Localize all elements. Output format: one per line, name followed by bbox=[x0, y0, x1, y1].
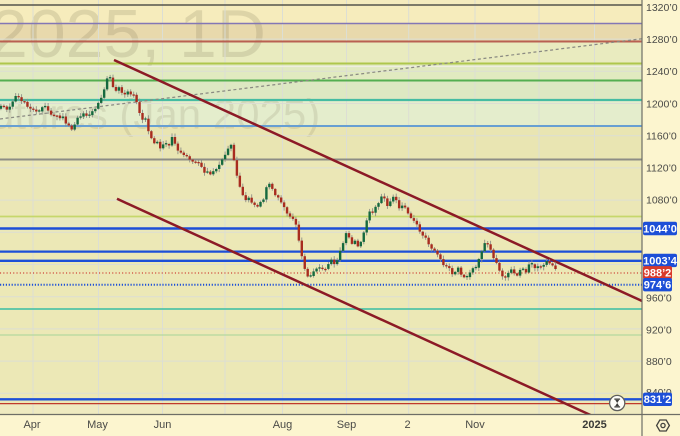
svg-text:1080’0: 1080’0 bbox=[646, 194, 678, 206]
svg-text:Apr: Apr bbox=[23, 419, 40, 431]
svg-text:920’0: 920’0 bbox=[646, 324, 672, 336]
svg-text:1120’0: 1120’0 bbox=[646, 163, 677, 175]
svg-text:2025, 1D: 2025, 1D bbox=[0, 0, 266, 72]
svg-text:1160’0: 1160’0 bbox=[646, 131, 677, 143]
svg-text:Aug: Aug bbox=[273, 419, 293, 431]
svg-text:1240’0: 1240’0 bbox=[646, 66, 678, 78]
svg-text:2025: 2025 bbox=[582, 419, 606, 431]
svg-text:May: May bbox=[87, 419, 108, 431]
svg-text:Sep: Sep bbox=[337, 419, 357, 431]
svg-text:1044’0: 1044’0 bbox=[643, 223, 677, 235]
svg-text:1200’0: 1200’0 bbox=[646, 98, 678, 110]
svg-text:988’2: 988’2 bbox=[644, 268, 672, 280]
svg-text:1003’4: 1003’4 bbox=[643, 255, 678, 267]
svg-text:1320’0: 1320’0 bbox=[646, 2, 678, 14]
svg-text:2: 2 bbox=[404, 419, 410, 431]
svg-text:974’6: 974’6 bbox=[644, 280, 672, 292]
svg-text:Nov: Nov bbox=[465, 419, 485, 431]
svg-text:960’0: 960’0 bbox=[646, 292, 672, 304]
svg-text:880’0: 880’0 bbox=[646, 356, 672, 368]
svg-text:1280’0: 1280’0 bbox=[646, 34, 678, 46]
svg-text:831’2: 831’2 bbox=[644, 394, 672, 406]
svg-text:Jun: Jun bbox=[154, 419, 172, 431]
